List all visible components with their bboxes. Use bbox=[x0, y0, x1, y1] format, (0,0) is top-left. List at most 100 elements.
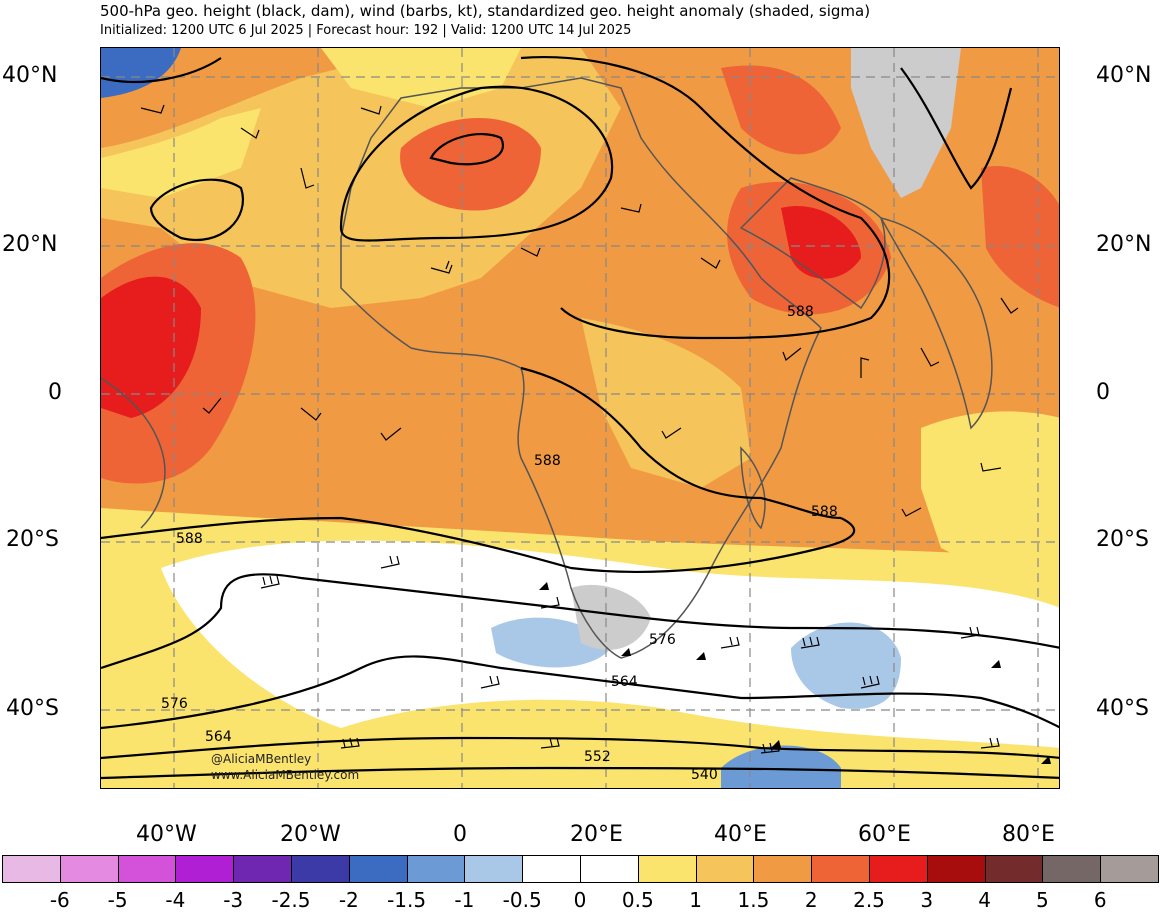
colorbar-tick-label: 1 bbox=[689, 888, 702, 912]
colorbar bbox=[2, 855, 1159, 885]
colorbar-swatch bbox=[580, 855, 639, 883]
colorbar-swatch bbox=[2, 855, 61, 883]
contour-label-588-b: 588 bbox=[534, 453, 561, 469]
anomaly-map-graphic: 588 588 588 588 576 576 564 564 552 540 bbox=[101, 48, 1059, 788]
colorbar-tick-label: 6 bbox=[1093, 888, 1107, 912]
anomaly-region-central-africa bbox=[581, 318, 751, 488]
lat-label-eq-left: 0 bbox=[48, 380, 62, 405]
anomaly-region-blue-nw bbox=[101, 48, 181, 98]
anomaly-region-arabia-peak bbox=[781, 206, 861, 279]
lon-label-20e: 20°E bbox=[570, 822, 623, 847]
lon-label-80e: 80°E bbox=[1002, 822, 1055, 847]
colorbar-tick-label: -3 bbox=[223, 888, 244, 912]
contour-588-south bbox=[101, 516, 856, 574]
watermark-handle: @AliciaMBentley bbox=[211, 752, 312, 766]
contour-588-central bbox=[520, 366, 842, 520]
colorbar-swatch bbox=[811, 855, 870, 883]
watermark-site: www.AliciaMBentley.com bbox=[211, 768, 360, 782]
colorbar-swatch bbox=[926, 855, 986, 883]
colorbar-swatch bbox=[291, 855, 350, 883]
lon-label-0: 0 bbox=[453, 822, 467, 847]
contour-label-540: 540 bbox=[691, 767, 718, 783]
anomaly-region-atlantic-peak bbox=[101, 276, 201, 418]
coastlines bbox=[101, 77, 993, 659]
anomaly-region-indian-yellow bbox=[921, 411, 1059, 578]
colorbar-tick-label: 2.5 bbox=[853, 888, 885, 912]
colorbar-swatch bbox=[59, 855, 119, 883]
colorbar-tick-label: -1 bbox=[454, 888, 475, 912]
anomaly-region-gray-sa bbox=[571, 584, 651, 650]
contour-588-north bbox=[520, 55, 891, 340]
colorbar-swatch bbox=[406, 855, 466, 883]
colorbar-swatch bbox=[984, 855, 1044, 883]
contour-label-576-b: 576 bbox=[161, 696, 188, 712]
colorbar-tick-label: -2.5 bbox=[271, 888, 311, 912]
lat-label-20s-left: 20°S bbox=[6, 527, 59, 552]
lat-label-40n-right: 40°N bbox=[1096, 63, 1152, 88]
anomaly-region-gray-caspian bbox=[851, 48, 961, 198]
colorbar-tick-label: 0 bbox=[573, 888, 587, 912]
contour-552 bbox=[101, 736, 1059, 760]
lat-label-40n-left: 40°N bbox=[2, 63, 58, 88]
lat-label-20n-right: 20°N bbox=[1096, 232, 1152, 257]
map-panel: 588 588 588 588 576 576 564 564 552 540 bbox=[100, 47, 1060, 789]
colorbar-swatch bbox=[637, 855, 697, 883]
colorbar-tick-label: -2 bbox=[338, 888, 359, 912]
colorbar-tick-label: 4 bbox=[978, 888, 991, 912]
wind-barb-flags bbox=[539, 582, 1051, 764]
anomaly-region-turkey-high bbox=[721, 65, 841, 155]
lat-label-20n-left: 20°N bbox=[2, 232, 58, 257]
colorbar-swatch bbox=[464, 855, 524, 883]
colorbar-swatch bbox=[175, 855, 235, 883]
colorbar-swatch bbox=[1100, 855, 1159, 883]
colorbar-tick-label: -4 bbox=[165, 888, 186, 912]
lon-label-60e: 60°E bbox=[858, 822, 911, 847]
colorbar-swatch bbox=[753, 855, 813, 883]
contour-540 bbox=[101, 766, 1059, 780]
colorbar-tick-label: 1.5 bbox=[737, 888, 770, 912]
colorbar-swatch bbox=[869, 855, 928, 883]
contour-label-588-d: 588 bbox=[176, 531, 203, 547]
colorbar-tick-label: 5 bbox=[1036, 888, 1049, 912]
lat-label-40s-right: 40°S bbox=[1096, 696, 1149, 721]
colorbar-swatch bbox=[348, 855, 408, 883]
contour-label-588-a: 588 bbox=[787, 304, 814, 320]
contour-588-sahara bbox=[339, 85, 614, 242]
colorbar-tick-label: 2 bbox=[804, 888, 818, 912]
height-contours bbox=[101, 55, 1059, 780]
lon-label-20w: 20°W bbox=[280, 822, 341, 847]
contour-label-588-c: 588 bbox=[811, 504, 838, 520]
colorbar-swatch bbox=[522, 855, 581, 883]
contour-caspian bbox=[900, 67, 1013, 190]
colorbar-tick-label: 0.5 bbox=[621, 888, 654, 912]
lat-label-eq-right: 0 bbox=[1096, 380, 1110, 405]
contour-576 bbox=[101, 573, 1059, 670]
anomaly-region-north-yellow bbox=[321, 48, 521, 108]
colorbar-swatch bbox=[1042, 855, 1102, 883]
colorbar-swatch bbox=[695, 855, 755, 883]
colorbar-tick-label: -1.5 bbox=[387, 888, 427, 912]
contour-588-atlantic bbox=[149, 178, 244, 241]
contour-564 bbox=[101, 655, 1059, 730]
lon-label-40e: 40°E bbox=[714, 822, 767, 847]
anomaly-region-nw-yellow bbox=[101, 108, 261, 198]
lon-label-40w: 40°W bbox=[136, 822, 197, 847]
colorbar-tick-label: -5 bbox=[107, 888, 128, 912]
lat-label-20s-right: 20°S bbox=[1096, 527, 1149, 552]
contour-label-552: 552 bbox=[584, 749, 611, 765]
contour-nw bbox=[101, 57, 222, 84]
map-title: 500-hPa geo. height (black, dam), wind (… bbox=[100, 2, 871, 20]
anomaly-region-north-atlantic bbox=[101, 48, 621, 308]
contour-592-sahara bbox=[429, 133, 504, 166]
anomaly-region-india-high bbox=[981, 166, 1059, 308]
anomaly-region-blue-south bbox=[721, 745, 841, 788]
colorbar-swatch bbox=[233, 855, 292, 883]
contour-label-564-a: 564 bbox=[611, 674, 638, 690]
contour-label-564-b: 564 bbox=[205, 729, 232, 745]
colorbar-tick-label: 3 bbox=[920, 888, 934, 912]
colorbar-tick-label: -6 bbox=[49, 888, 70, 912]
contour-label-group: 588 588 588 588 576 576 564 564 552 540 bbox=[161, 304, 838, 783]
map-subtitle: Initialized: 1200 UTC 6 Jul 2025 | Forec… bbox=[100, 23, 632, 38]
lat-label-40s-left: 40°S bbox=[6, 696, 59, 721]
colorbar-tick-label: -0.5 bbox=[502, 888, 542, 912]
